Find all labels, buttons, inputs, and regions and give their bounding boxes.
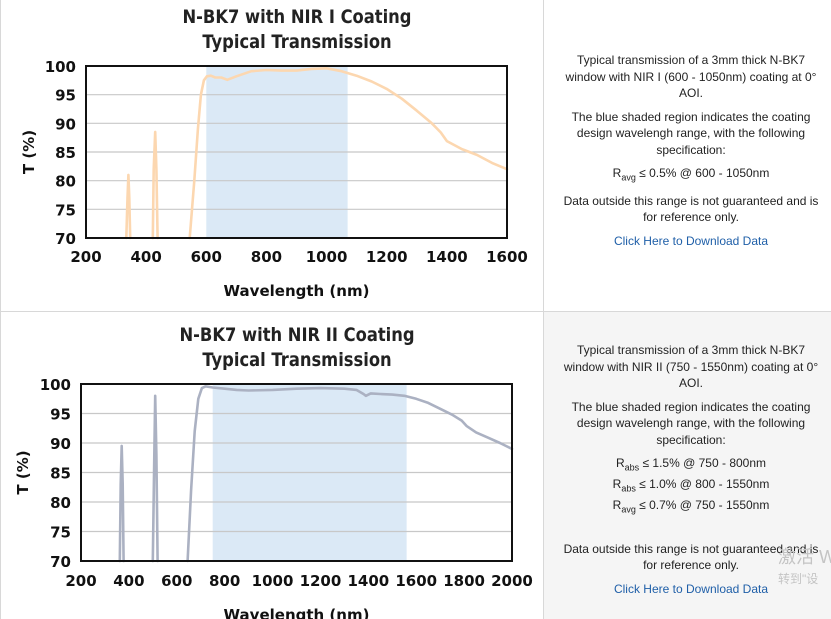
spec-subscript: avg	[621, 504, 636, 515]
x-tick-label: 1800	[443, 572, 485, 590]
x-tick-label: 1000	[252, 572, 294, 590]
series-line-segment	[188, 67, 509, 240]
spec-line: Rabs ≤ 1.5% @ 750 - 800nm	[558, 455, 824, 476]
x-tick-label: 400	[130, 248, 161, 266]
spec-line: Ravg ≤ 0.5% @ 600 - 1050nm	[558, 165, 824, 186]
series-line-segment	[186, 385, 514, 563]
x-tick-label: 1600	[395, 572, 437, 590]
transmission-chart-nir-i: N-BK7 with NIR I Coating Typical Transmis…	[20, 7, 528, 300]
disclaimer-text: Data outside this range is not guarantee…	[563, 193, 819, 225]
chart-title-line: N-BK7 with NIR II Coating	[179, 325, 414, 346]
shaded-region-note: The blue shaded region indicates the coa…	[571, 399, 811, 447]
y-tick-label: 75	[55, 201, 76, 219]
y-tick-label: 85	[55, 144, 76, 162]
spec-symbol: R	[612, 476, 622, 491]
y-tick-label: 100	[45, 58, 76, 76]
info-panel-nir-i: Typical transmission of a 3mm thick N-BK…	[543, 0, 831, 311]
y-tick-label: 80	[50, 494, 71, 512]
series-line-segment	[151, 130, 159, 240]
x-tick-label: 2000	[491, 572, 533, 590]
chart-title-line: N-BK7 with NIR I Coating	[182, 7, 411, 28]
spec-symbol: R	[612, 166, 622, 180]
y-tick-label: 95	[50, 406, 71, 424]
series-line-segment	[151, 394, 159, 563]
spec-subscript: abs	[621, 483, 636, 494]
y-tick-label: 90	[55, 115, 76, 133]
spec-subscript: abs	[624, 462, 640, 473]
spec-line: Rabs ≤ 1.0% @ 800 - 1550nm	[558, 476, 824, 497]
x-tick-label: 800	[209, 572, 240, 590]
watermark-subtext: 转到"设	[778, 572, 819, 586]
spec-list: Ravg ≤ 0.5% @ 600 - 1050nm	[558, 165, 824, 186]
plot-frame	[85, 65, 508, 239]
watermark-text: 激活 W	[778, 547, 831, 567]
download-data-link[interactable]: Click Here to Download Data	[613, 233, 769, 248]
x-tick-label: 600	[161, 572, 192, 590]
download-data-link[interactable]: Click Here to Download Data	[613, 581, 769, 596]
info-text-nir-ii: Typical transmission of a 3mm thick N-BK…	[558, 342, 824, 597]
x-tick-label: 200	[65, 572, 96, 590]
x-tick-label: 1000	[306, 248, 348, 266]
chart-row-nir-ii: N-BK7 with NIR II Coating Typical Transmi…	[0, 311, 831, 619]
y-axis-label: T (%)	[20, 130, 38, 174]
series-line-segment	[125, 173, 132, 240]
spec-value: ≤ 1.0% @ 800 - 1550nm	[635, 476, 770, 491]
y-tick-label: 70	[55, 230, 76, 248]
spec-value: ≤ 1.5% @ 750 - 800nm	[639, 456, 767, 470]
x-tick-label: 400	[113, 572, 144, 590]
disclaimer-text: Data outside this range is not guarantee…	[563, 541, 819, 573]
info-panel-nir-ii: Typical transmission of a 3mm thick N-BK…	[543, 312, 831, 619]
spec-value: ≤ 0.5% @ 600 - 1050nm	[635, 166, 770, 180]
x-axis-label: Wavelength (nm)	[224, 606, 370, 619]
plot-frame	[80, 383, 513, 562]
info-text-nir-i: Typical transmission of a 3mm thick N-BK…	[558, 52, 824, 249]
x-tick-label: 1400	[426, 248, 468, 266]
spec-symbol: R	[615, 456, 625, 470]
y-tick-label: 70	[50, 553, 71, 571]
chart-row-nir-i: N-BK7 with NIR I Coating Typical Transmis…	[0, 0, 831, 311]
y-axis-label: T (%)	[14, 450, 32, 494]
spec-symbol: R	[612, 497, 622, 512]
x-axis-label: Wavelength (nm)	[224, 282, 370, 300]
spec-line: Ravg ≤ 0.7% @ 750 - 1550nm	[558, 497, 824, 518]
y-tick-label: 80	[55, 173, 76, 191]
spec-list: Rabs ≤ 1.5% @ 750 - 800nm Rabs ≤ 1.0% @ 8…	[558, 455, 824, 518]
shaded-region-note: The blue shaded region indicates the coa…	[571, 109, 811, 157]
y-tick-label: 100	[40, 376, 71, 394]
spec-subscript: avg	[621, 172, 636, 183]
x-tick-label: 1200	[366, 248, 408, 266]
y-tick-label: 75	[50, 524, 71, 542]
series-line-segment	[118, 444, 125, 563]
x-tick-label: 600	[191, 248, 222, 266]
y-tick-label: 95	[55, 87, 76, 105]
chart-cell-nir-i: N-BK7 with NIR I Coating Typical Transmis…	[0, 0, 543, 311]
y-tick-label: 85	[50, 465, 71, 483]
x-tick-label: 800	[251, 248, 282, 266]
x-tick-label: 1200	[300, 572, 342, 590]
spec-value: ≤ 0.7% @ 750 - 1550nm	[635, 497, 770, 512]
x-tick-label: 1600	[486, 248, 528, 266]
chart-title-line: Typical Transmission	[202, 32, 391, 53]
description-text: Typical transmission of a 3mm thick N-BK…	[565, 53, 817, 100]
x-tick-label: 200	[70, 248, 101, 266]
description-text: Typical transmission of a 3mm thick N-BK…	[563, 343, 819, 390]
chart-title-line: Typical Transmission	[202, 350, 391, 371]
y-tick-label: 90	[50, 435, 71, 453]
x-tick-label: 1400	[347, 572, 389, 590]
chart-cell-nir-ii: N-BK7 with NIR II Coating Typical Transmi…	[0, 312, 543, 619]
transmission-chart-nir-ii: N-BK7 with NIR II Coating Typical Transmi…	[14, 325, 533, 619]
